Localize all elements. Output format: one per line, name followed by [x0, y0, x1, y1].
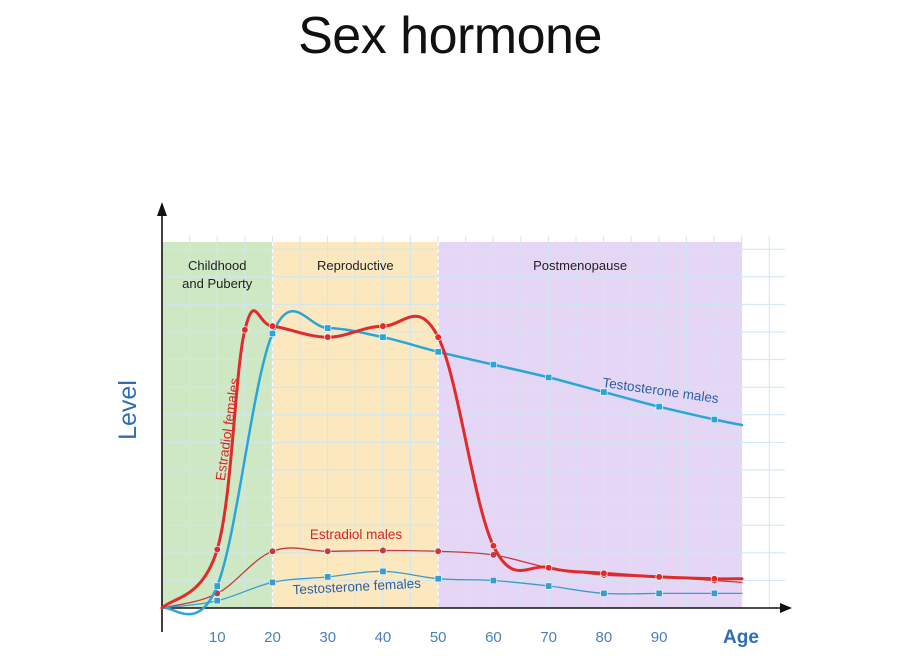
- data-point: [710, 589, 718, 597]
- data-point: [489, 361, 497, 369]
- x-tick-label: 90: [651, 629, 668, 646]
- data-point: [213, 545, 221, 554]
- series-estradiol-females: [160, 309, 744, 610]
- phase-label: Reproductive: [317, 258, 394, 273]
- data-point: [545, 582, 553, 590]
- data-point: [600, 569, 608, 577]
- phase-label: Postmenopause: [533, 258, 627, 273]
- data-point: [434, 333, 442, 341]
- data-point: [434, 348, 442, 356]
- data-point: [600, 589, 608, 597]
- series-line: [160, 309, 744, 610]
- data-point: [324, 324, 332, 332]
- phase-band: [438, 242, 742, 608]
- phase-label: Childhood: [188, 258, 247, 273]
- data-point: [545, 373, 553, 381]
- data-point: [489, 542, 498, 550]
- series-testosterone-females: [161, 567, 743, 609]
- data-point: [379, 546, 387, 555]
- x-tick-label: 80: [596, 629, 613, 646]
- data-point: [655, 589, 663, 597]
- data-point: [213, 597, 221, 605]
- data-point: [213, 582, 221, 590]
- data-point: [268, 578, 276, 586]
- data-point: [379, 567, 387, 575]
- x-tick-label: 50: [430, 629, 447, 646]
- phase-label: and Puberty: [182, 276, 253, 291]
- data-point: [268, 329, 276, 337]
- data-point: [241, 326, 249, 334]
- x-tick-label: 30: [319, 629, 336, 646]
- y-axis-arrow-icon: [157, 202, 167, 216]
- data-point: [710, 416, 718, 424]
- data-point: [545, 564, 553, 572]
- data-point: [600, 388, 608, 396]
- x-tick-label: 10: [209, 629, 226, 646]
- y-axis-label: Level: [114, 380, 142, 440]
- data-point: [379, 333, 387, 341]
- data-point: [434, 547, 442, 555]
- x-tick-label: 60: [485, 629, 502, 646]
- x-tick-label: 40: [375, 629, 392, 646]
- x-tick-label: 70: [540, 629, 557, 646]
- data-point: [655, 403, 663, 411]
- series-label: Estradiol males: [310, 527, 403, 542]
- data-point: [324, 333, 332, 341]
- chart-title: Sex hormone: [298, 7, 602, 65]
- data-point: [489, 577, 497, 585]
- series-line: [161, 570, 743, 609]
- data-point: [434, 575, 442, 583]
- data-point: [379, 322, 387, 330]
- data-point: [324, 573, 332, 581]
- data-point: [655, 573, 663, 581]
- x-axis-label: Age: [723, 627, 759, 648]
- data-point: [268, 547, 277, 555]
- data-point: [324, 547, 332, 555]
- x-axis-arrow-icon: [780, 603, 792, 613]
- series-label: Testosterone females: [292, 576, 421, 598]
- x-tick-label: 20: [264, 629, 281, 646]
- series-testosterone-males: [160, 309, 744, 616]
- data-point: [710, 575, 718, 583]
- data-point: [268, 322, 277, 330]
